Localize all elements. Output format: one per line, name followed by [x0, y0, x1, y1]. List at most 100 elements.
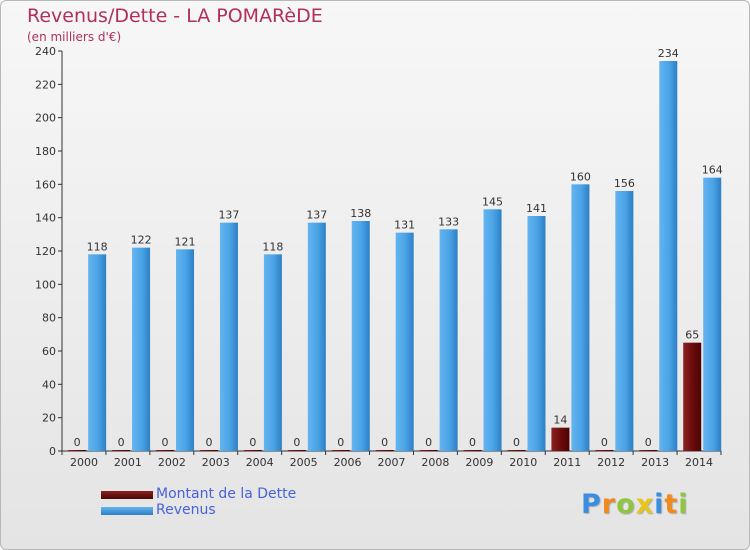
logo-letter: r	[601, 489, 617, 520]
bar-dette	[639, 450, 658, 451]
y-tick-label: 180	[35, 145, 56, 158]
x-tick-label: 2010	[509, 456, 537, 469]
x-tick-label: 2008	[421, 456, 449, 469]
value-label-dette: 0	[205, 436, 212, 449]
value-label-revenus: 138	[350, 207, 371, 220]
value-label-dette: 0	[601, 436, 608, 449]
value-label-dette: 0	[162, 436, 169, 449]
x-tick-label: 2003	[202, 456, 230, 469]
logo-letter: x	[635, 489, 655, 520]
bar-revenus	[176, 249, 195, 451]
value-label-revenus: 122	[131, 234, 152, 247]
bar-dette	[419, 450, 438, 451]
y-tick-label: 240	[35, 45, 56, 58]
y-tick-label: 80	[42, 312, 56, 325]
bar-revenus	[88, 254, 107, 451]
value-label-revenus: 160	[570, 170, 591, 183]
value-label-dette: 0	[337, 436, 344, 449]
logo-letter: o	[616, 489, 636, 520]
bar-dette	[551, 427, 570, 451]
y-tick-label: 140	[35, 212, 56, 225]
y-tick-label: 0	[49, 445, 56, 458]
x-tick-label: 2004	[246, 456, 274, 469]
value-label-dette: 0	[118, 436, 125, 449]
x-tick-label: 2002	[158, 456, 186, 469]
bar-revenus	[483, 209, 502, 451]
value-label-revenus: 137	[218, 209, 239, 222]
bar-revenus	[439, 229, 458, 451]
proxiti-logo: Proxiti	[581, 489, 689, 520]
value-label-revenus: 121	[175, 235, 196, 248]
y-tick-label: 60	[42, 345, 56, 358]
value-label-dette: 0	[249, 436, 256, 449]
value-label-revenus: 141	[526, 202, 547, 215]
x-tick-label: 2000	[70, 456, 98, 469]
legend-label-dette: Montant de la Dette	[156, 486, 297, 502]
value-label-dette: 65	[685, 329, 699, 342]
y-tick-label: 120	[35, 245, 56, 258]
x-tick-label: 2007	[378, 456, 406, 469]
bar-revenus	[615, 191, 634, 451]
y-tick-label: 200	[35, 112, 56, 125]
legend-label-revenus: Revenus	[156, 502, 216, 518]
bar-dette	[156, 450, 175, 451]
logo-letter: i	[678, 489, 689, 520]
bar-dette	[507, 450, 526, 451]
bar-dette	[243, 450, 262, 451]
bar-revenus	[703, 177, 722, 451]
x-tick-label: 2011	[553, 456, 581, 469]
bar-dette	[375, 450, 394, 451]
x-tick-label: 2012	[597, 456, 625, 469]
bar-revenus	[659, 61, 678, 451]
value-label-dette: 0	[293, 436, 300, 449]
value-label-dette: 0	[469, 436, 476, 449]
value-label-revenus: 131	[394, 219, 415, 232]
bar-dette	[112, 450, 131, 451]
bar-dette	[331, 450, 350, 451]
x-tick-label: 2001	[114, 456, 142, 469]
value-label-dette: 14	[553, 414, 567, 427]
bar-revenus	[571, 184, 590, 452]
bar-dette	[68, 450, 87, 451]
chart-title: Revenus/Dette - LA POMARèDE	[27, 5, 323, 27]
logo-letter: t	[664, 489, 679, 520]
bar-revenus	[527, 216, 546, 451]
bar-revenus	[395, 232, 414, 451]
value-label-revenus: 133	[438, 215, 459, 228]
x-tick-label: 2005	[290, 456, 318, 469]
bar-dette	[683, 342, 702, 451]
bar-dette	[595, 450, 614, 451]
value-label-revenus: 156	[614, 177, 635, 190]
bar-revenus	[219, 222, 238, 451]
y-tick-label: 20	[42, 412, 56, 425]
value-label-revenus: 137	[306, 209, 327, 222]
y-tick-label: 100	[35, 278, 56, 291]
value-label-revenus: 145	[482, 195, 503, 208]
legend-swatch-dette	[101, 491, 153, 499]
y-tick-label: 220	[35, 78, 56, 91]
value-label-dette: 0	[381, 436, 388, 449]
value-label-revenus: 118	[262, 240, 283, 253]
bars	[68, 61, 722, 452]
value-label-dette: 0	[74, 436, 81, 449]
chart-subtitle: (en milliers d'€)	[27, 30, 122, 44]
y-tick-label: 160	[35, 178, 56, 191]
x-tick-label: 2006	[334, 456, 362, 469]
legend-swatch-revenus	[101, 507, 153, 515]
bar-dette	[463, 450, 482, 451]
bar-dette	[199, 450, 218, 451]
value-label-revenus: 164	[702, 164, 723, 177]
value-labels: 0 118 0 122 0 121 0 137 0 118 0 137 0 138 0 131 0 133 0 145…	[74, 47, 723, 449]
value-label-dette: 0	[425, 436, 432, 449]
bar-revenus	[307, 222, 326, 451]
bar-revenus	[351, 221, 370, 451]
x-tick-label: 2014	[685, 456, 713, 469]
bar-revenus	[263, 254, 282, 451]
x-tick-label: 2013	[641, 456, 669, 469]
logo-letter: i	[654, 489, 665, 520]
value-label-dette: 0	[513, 436, 520, 449]
value-label-revenus: 118	[87, 240, 108, 253]
logo-letter: P	[581, 489, 602, 520]
